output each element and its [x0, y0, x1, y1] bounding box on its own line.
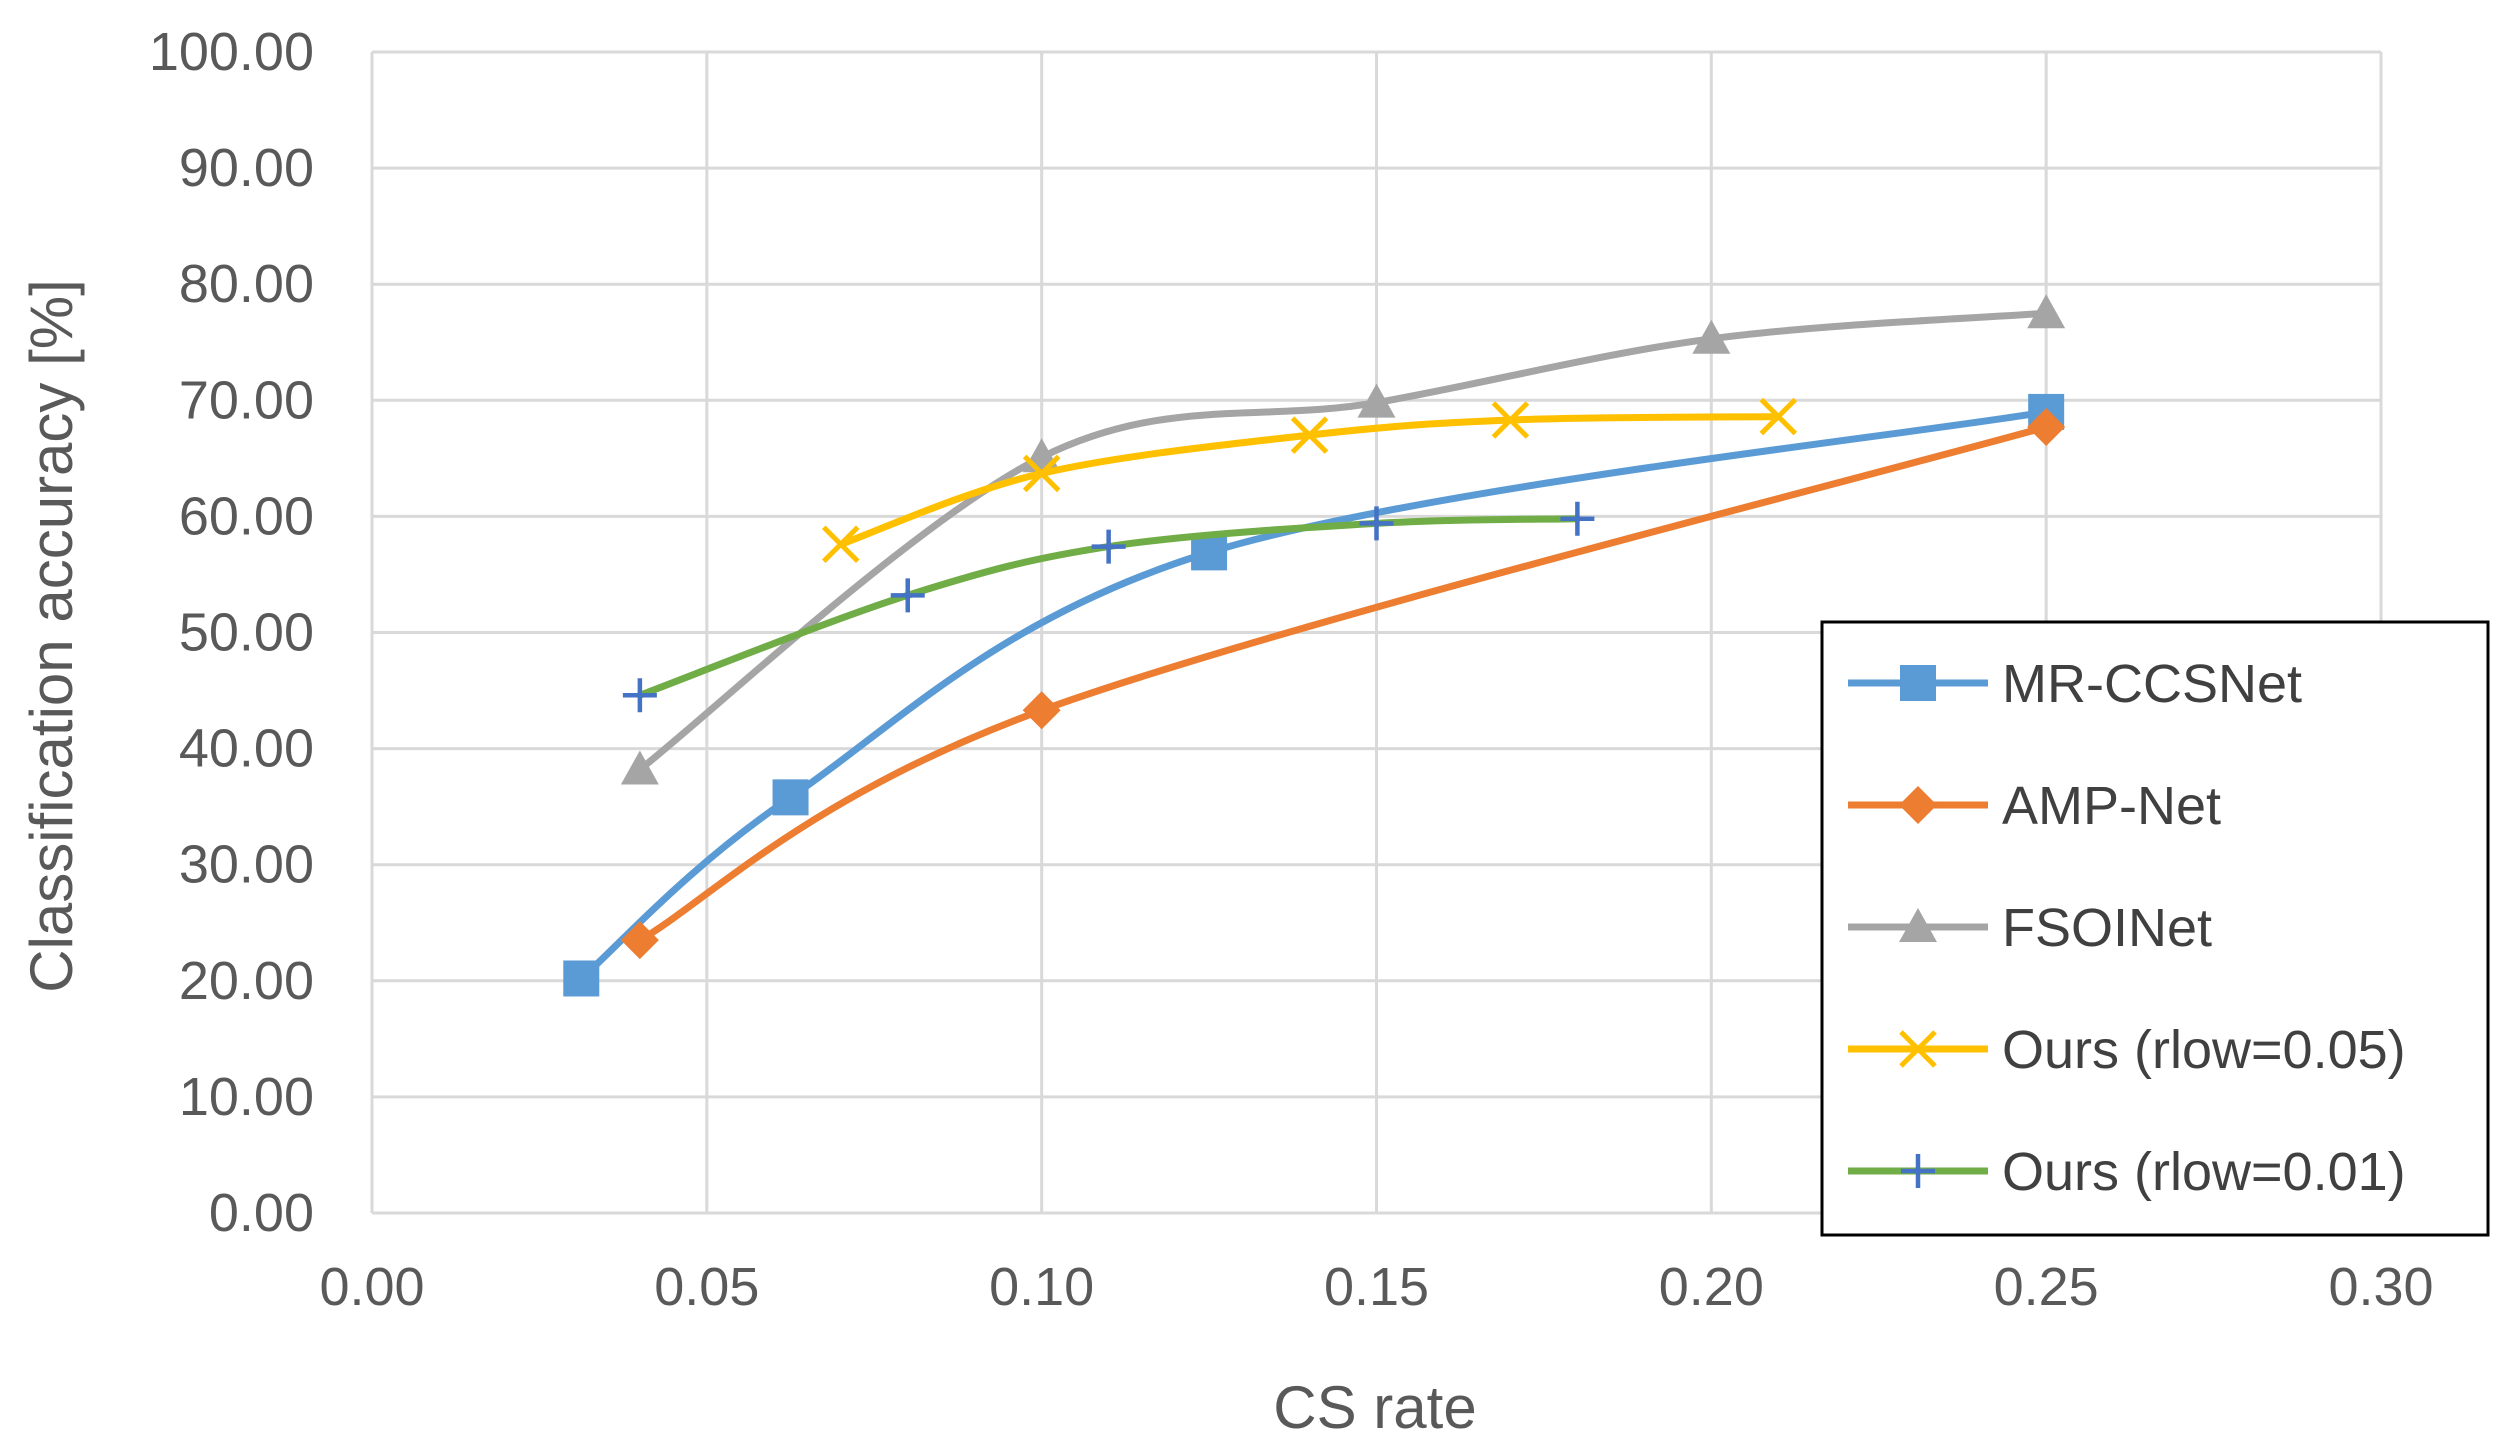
data-point	[620, 921, 659, 960]
y-tick-label: 80.00	[179, 254, 314, 314]
series-1	[620, 408, 2066, 960]
x-tick-label: 0.00	[319, 1257, 424, 1317]
x-tick-label: 0.05	[654, 1257, 759, 1317]
y-tick-label: 90.00	[179, 138, 314, 198]
data-point	[2027, 294, 2066, 329]
x-tick-label: 0.20	[1659, 1257, 1764, 1317]
legend-label: AMP-Net	[2002, 776, 2221, 836]
data-point	[622, 678, 657, 713]
y-tick-label: 60.00	[179, 486, 314, 546]
data-point	[1191, 534, 1228, 571]
series-line	[577, 408, 2050, 982]
legend-item: AMP-Net	[1848, 776, 2221, 836]
x-axis-title: CS rate	[1273, 1374, 1476, 1441]
data-point	[1359, 506, 1394, 541]
legend-item: FSOINet	[1848, 898, 2212, 958]
data-point	[620, 750, 659, 785]
legend-marker	[1900, 665, 1936, 701]
data-point	[1091, 529, 1126, 564]
data-point	[2027, 408, 2066, 447]
y-tick-label: 70.00	[179, 370, 314, 430]
legend-label: Ours (rlow=0.05)	[2002, 1020, 2406, 1080]
data-point	[563, 960, 600, 997]
data-point	[1491, 401, 1530, 439]
series-0	[563, 393, 2065, 997]
data-point	[1022, 691, 1061, 730]
x-tick-label: 0.25	[1994, 1257, 2099, 1317]
data-point	[1692, 319, 1731, 354]
data-point	[1560, 501, 1595, 536]
legend-item: Ours (rlow=0.05)	[1848, 1020, 2406, 1080]
series-4	[622, 501, 1595, 713]
legend-label: MR-CCSNet	[2002, 654, 2302, 714]
data-point	[821, 525, 860, 564]
data-point	[890, 578, 925, 613]
y-tick-label: 40.00	[179, 719, 314, 779]
x-tick-label: 0.10	[989, 1257, 1094, 1317]
gridlines	[370, 50, 2383, 1215]
x-tick-label: 0.15	[1324, 1257, 1429, 1317]
legend-label: Ours (rlow=0.01)	[2002, 1142, 2406, 1202]
data-series	[563, 294, 2066, 997]
data-point	[1759, 397, 1798, 436]
legend: MR-CCSNet AMP-Net FSOINet Ours (rlow=0.05) O…	[1820, 620, 2490, 1237]
legend-item: Ours (rlow=0.01)	[1848, 1142, 2406, 1202]
y-tick-label: 10.00	[179, 1067, 314, 1127]
legend-marker	[1899, 786, 1937, 824]
series-line	[636, 423, 2050, 944]
y-tick-label: 20.00	[179, 951, 314, 1011]
y-tick-label: 50.00	[179, 603, 314, 663]
series-3	[821, 397, 1798, 564]
data-point	[1022, 454, 1061, 493]
legend-label: FSOINet	[2002, 898, 2212, 958]
legend-marker	[1899, 908, 1937, 942]
y-axis-title: Classification accuracy [%]	[18, 279, 85, 993]
series-line	[636, 309, 2050, 773]
legend-marker	[1899, 1030, 1937, 1068]
tick-labels: 0.00 10.00 20.00 30.00 40.00 50.00 60.00 70.00 8…	[149, 22, 2434, 1317]
data-point	[1290, 416, 1329, 454]
data-point	[1357, 383, 1396, 418]
y-tick-label: 100.00	[149, 22, 314, 82]
data-point	[772, 779, 809, 816]
legend-marker	[1901, 1154, 1935, 1188]
y-tick-label: 30.00	[179, 835, 314, 895]
legend-item: MR-CCSNet	[1848, 654, 2302, 714]
x-tick-label: 0.30	[2328, 1257, 2433, 1317]
y-tick-label: 0.00	[209, 1183, 314, 1243]
